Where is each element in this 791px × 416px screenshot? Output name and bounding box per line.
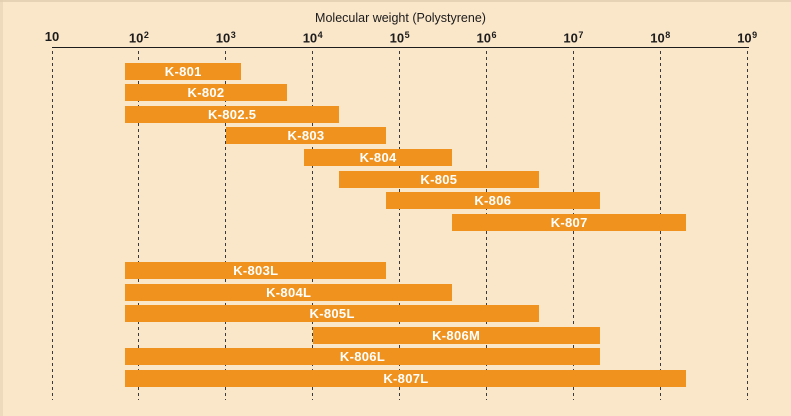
- bar-label: K-807L: [383, 371, 429, 386]
- tick-exponent: 4: [317, 30, 323, 40]
- tick-base: 10: [476, 30, 491, 46]
- x-axis-tick-label: 104: [303, 29, 323, 46]
- bar-label: K-804L: [266, 284, 312, 300]
- tick-base: 10: [128, 30, 144, 46]
- x-axis-tick-label: 10: [45, 29, 59, 45]
- bar-label: K-802.5: [207, 106, 257, 122]
- top-edge-line: [0, 0, 791, 2]
- range-bar: K-804L: [125, 283, 452, 301]
- range-bar: K-807L: [125, 370, 687, 387]
- range-bar: K-803: [225, 127, 387, 145]
- bar-label: K-804: [359, 149, 397, 165]
- range-bar: K-806M: [312, 326, 600, 344]
- x-axis-tick-label: 105: [390, 29, 410, 46]
- gridline: [225, 51, 227, 400]
- x-axis-tick-label: 107: [563, 29, 583, 46]
- tick-exponent: 9: [752, 30, 758, 40]
- bar-label: K-806M: [432, 327, 481, 343]
- tick-exponent: 5: [404, 30, 410, 40]
- bar-label: K-801: [164, 63, 202, 79]
- tick-base: 10: [650, 30, 665, 46]
- x-axis-tick-label: 103: [216, 29, 236, 46]
- x-axis-tick-label: 106: [477, 29, 497, 46]
- range-bar: K-806L: [125, 348, 600, 366]
- range-bar: K-802: [125, 84, 287, 102]
- tick-base: 10: [389, 30, 405, 46]
- bar-label: K-806L: [339, 349, 386, 365]
- bar-label: K-803L: [233, 263, 279, 278]
- tick-base: 10: [737, 30, 752, 46]
- range-bar: K-803L: [125, 262, 387, 279]
- gridline: [746, 51, 748, 400]
- x-axis-tick-label: 102: [129, 29, 149, 46]
- range-bar: K-801: [125, 62, 242, 80]
- range-bar: K-802.5: [125, 105, 339, 123]
- x-axis-tick-label: 109: [737, 29, 757, 46]
- bar-label: K-803: [287, 128, 325, 144]
- tick-exponent: 3: [230, 30, 236, 40]
- gridline: [138, 51, 140, 400]
- x-axis-line: [52, 46, 749, 49]
- tick-base: 10: [302, 30, 318, 46]
- chart-title: Molecular weight (Polystyrene): [315, 11, 486, 25]
- gridline: [399, 51, 401, 400]
- range-bar: K-805L: [125, 305, 539, 323]
- range-bar: K-804: [304, 148, 452, 166]
- gridline: [51, 51, 53, 400]
- tick-base: 10: [44, 29, 60, 44]
- left-edge-line: [0, 0, 3, 416]
- tick-base: 10: [563, 30, 578, 46]
- bar-label: K-802: [187, 85, 225, 101]
- bar-label: K-807: [550, 214, 588, 230]
- bar-label: K-805L: [309, 306, 355, 322]
- tick-exponent: 8: [665, 30, 671, 40]
- range-bar: K-806: [386, 192, 600, 210]
- gridline: [312, 51, 314, 400]
- tick-exponent: 2: [143, 30, 149, 40]
- tick-exponent: 7: [578, 30, 584, 40]
- bar-label: K-806: [474, 193, 512, 209]
- tick-base: 10: [215, 30, 231, 46]
- range-bar: K-807: [451, 213, 687, 231]
- x-axis-tick-label: 108: [650, 29, 670, 46]
- bar-label: K-805: [420, 171, 458, 187]
- tick-exponent: 6: [491, 30, 497, 40]
- range-bar: K-805: [338, 170, 539, 188]
